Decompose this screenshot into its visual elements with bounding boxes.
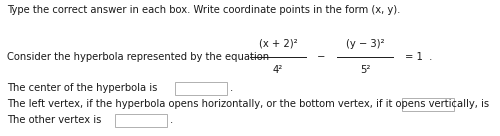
Text: (y − 3)²: (y − 3)² bbox=[346, 39, 384, 49]
Text: −: − bbox=[317, 52, 325, 62]
Bar bbox=[402, 98, 454, 110]
Text: 4²: 4² bbox=[273, 65, 283, 75]
Text: Type the correct answer in each box. Write coordinate points in the form (x, y).: Type the correct answer in each box. Wri… bbox=[7, 5, 400, 15]
Text: .: . bbox=[230, 83, 233, 93]
Text: The left vertex, if the hyperbola opens horizontally, or the bottom vertex, if i: The left vertex, if the hyperbola opens … bbox=[7, 99, 489, 109]
Text: = 1  .: = 1 . bbox=[405, 52, 432, 62]
Bar bbox=[115, 114, 167, 126]
Text: The center of the hyperbola is: The center of the hyperbola is bbox=[7, 83, 158, 93]
Text: 5²: 5² bbox=[360, 65, 370, 75]
Text: (x + 2)²: (x + 2)² bbox=[258, 39, 298, 49]
Text: Consider the hyperbola represented by the equation: Consider the hyperbola represented by th… bbox=[7, 52, 269, 62]
Bar bbox=[175, 81, 227, 95]
Text: The other vertex is: The other vertex is bbox=[7, 115, 102, 125]
Text: .: . bbox=[170, 115, 173, 125]
Text: .: . bbox=[457, 99, 460, 109]
